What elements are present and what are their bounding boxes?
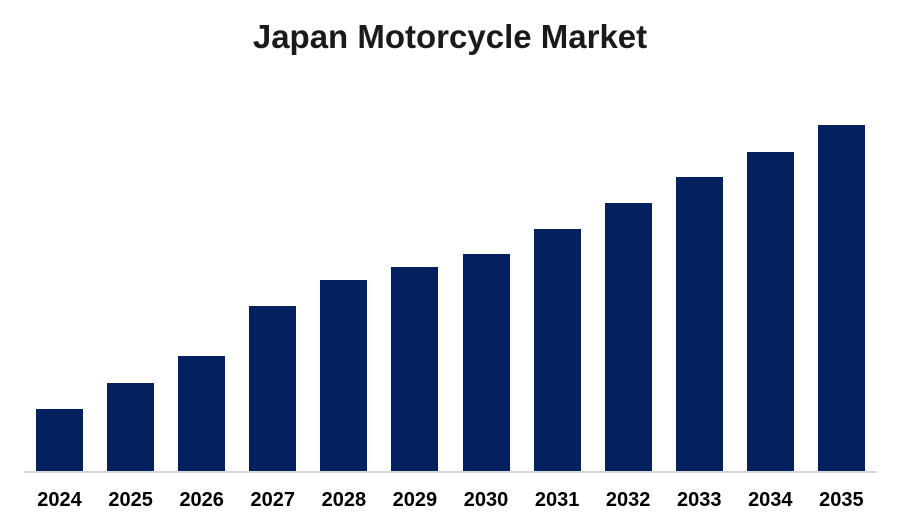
x-axis-label-2030: 2030 [463, 489, 509, 511]
x-axis-label-2025: 2025 [108, 489, 153, 511]
bar-2025 [107, 383, 155, 471]
x-axis-line [24, 471, 877, 473]
bar-slot [522, 111, 593, 471]
chart-title: Japan Motorcycle Market [252, 18, 648, 55]
bar-2026 [178, 356, 226, 471]
x-axis-label-2035: 2035 [819, 489, 864, 511]
bar-2030 [462, 254, 510, 471]
bar-2033 [675, 177, 723, 471]
x-axis-labels: 2024 2025 2026 2027 2028 2029 2030 2031 2032 2033… [24, 489, 877, 511]
bar-slot [806, 111, 877, 471]
bar-slot [664, 111, 735, 471]
bar-2032 [604, 203, 652, 471]
x-axis-label-2029: 2029 [392, 489, 438, 511]
x-axis-label-2024: 2024 [37, 489, 82, 511]
x-axis-label-2033: 2033 [676, 489, 722, 511]
bar-series [24, 111, 877, 471]
bar-2035 [817, 125, 865, 471]
bar-slot [593, 111, 664, 471]
bar-2031 [533, 229, 581, 471]
bar-2028 [320, 280, 368, 471]
x-axis-label-2031: 2031 [534, 489, 580, 511]
bar-slot [735, 111, 806, 471]
bar-slot [166, 111, 237, 471]
bar-slot [379, 111, 450, 471]
bar-slot [24, 111, 95, 471]
bar-slot [308, 111, 379, 471]
bar-slot [95, 111, 166, 471]
bar-slot [237, 111, 308, 471]
x-axis-label-2032: 2032 [605, 489, 651, 511]
x-axis-label-2026: 2026 [179, 489, 224, 511]
x-axis-label-2034: 2034 [748, 489, 793, 511]
bar-2024 [36, 409, 84, 471]
bar-2029 [391, 267, 439, 471]
bar-slot [450, 111, 521, 471]
bar-2027 [249, 306, 297, 471]
x-axis-label-2028: 2028 [321, 489, 367, 511]
x-axis-label-2027: 2027 [250, 489, 296, 511]
bar-2034 [746, 152, 794, 471]
